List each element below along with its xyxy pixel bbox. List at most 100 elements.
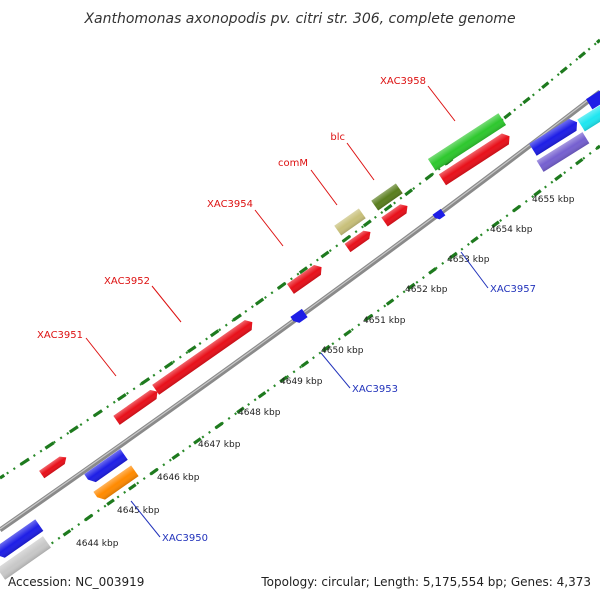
ruler-tick — [214, 421, 224, 430]
ruler-label-4653: 4653 kbp — [447, 255, 490, 265]
ruler-tick — [341, 234, 351, 243]
ruler-label-4651: 4651 kbp — [363, 316, 406, 326]
gene-block[interactable] — [39, 454, 69, 479]
ruler-tick — [362, 219, 372, 228]
gene-block[interactable] — [286, 262, 325, 294]
forward-gene-labels: XAC3951 XAC3952 XAC3954 comM blc XAC3958 — [37, 76, 426, 341]
ruler-tick — [383, 203, 393, 212]
ruler-tick — [559, 66, 568, 74]
ruler-tick — [595, 144, 600, 150]
ruler-tick — [232, 313, 242, 322]
genome-backbone-highlight — [0, 90, 600, 530]
ruler-label-4646: 4646 kbp — [157, 473, 200, 483]
reverse-genes — [0, 208, 446, 580]
gene-block[interactable] — [438, 131, 513, 186]
ruler-tick — [522, 96, 531, 105]
gene-block[interactable] — [577, 104, 600, 132]
ruler-tick — [62, 529, 72, 537]
gene-block[interactable] — [334, 208, 366, 236]
gene-block[interactable] — [432, 208, 446, 221]
ruler-tick — [254, 297, 265, 306]
gene-block[interactable] — [536, 132, 590, 172]
ruler-label-4654: 4654 kbp — [490, 225, 533, 235]
ruler-tick — [574, 157, 584, 166]
gene-block[interactable] — [371, 183, 403, 211]
gene-label[interactable]: XAC3953 — [352, 384, 398, 395]
gene-block[interactable] — [84, 449, 128, 485]
ruler-tick — [407, 282, 416, 291]
gene-block[interactable] — [152, 317, 256, 395]
ruler-tick — [320, 250, 330, 259]
ruler-tick — [554, 173, 563, 182]
gene-block[interactable] — [93, 465, 139, 502]
gene-block[interactable] — [529, 116, 581, 156]
ruler-tick — [364, 313, 374, 322]
genome-backbone — [0, 90, 600, 533]
gene-label[interactable]: XAC3952 — [104, 276, 150, 287]
ruler-tick — [193, 437, 202, 445]
ruler-tick — [149, 467, 159, 476]
gene-block[interactable] — [586, 90, 600, 110]
ruler-tick — [140, 377, 151, 386]
ruler-tick — [449, 251, 458, 260]
ruler-label-4650: 4650 kbp — [321, 346, 364, 356]
genome-summary-text: Topology: circular; Length: 5,175,554 bp… — [260, 575, 591, 589]
accession-text: Accession: NC_003919 — [8, 575, 144, 589]
ruler-tick — [385, 298, 395, 306]
gene-block[interactable] — [113, 387, 160, 425]
ruler-tick — [93, 409, 103, 418]
gene-label[interactable]: XAC3954 — [207, 199, 253, 210]
gene-label[interactable]: XAC3950 — [162, 533, 208, 544]
ruler-tick — [116, 393, 127, 402]
gene-label[interactable]: XAC3958 — [380, 76, 426, 87]
ruler-tick — [209, 329, 220, 338]
ruler-tick — [68, 425, 79, 434]
ruler-tick — [300, 360, 310, 368]
ruler-tick — [277, 281, 287, 290]
ruler-tick — [128, 483, 137, 491]
ruler-labels: 4644 kbp 4645 kbp 4646 kbp 4647 kbp 4648… — [76, 195, 575, 549]
reverse-gene-labels: XAC3950 XAC3953 XAC3957 — [162, 284, 536, 544]
inner-ruler-ticks — [44, 144, 600, 550]
gene-block[interactable] — [290, 308, 308, 325]
ruler-tick — [279, 375, 288, 384]
ruler-tick — [343, 329, 352, 337]
map-title: Xanthomonas axonopodis pv. citri str. 30… — [83, 11, 515, 27]
ruler-label-4652: 4652 kbp — [405, 285, 448, 295]
ruler-tick — [0, 473, 6, 480]
ruler-tick — [84, 513, 94, 522]
ruler-tick — [541, 81, 550, 89]
ruler-tick — [236, 406, 245, 414]
ruler-tick — [187, 345, 197, 354]
ruler-tick — [298, 266, 309, 275]
ruler-tick — [491, 220, 500, 228]
gene-label[interactable]: XAC3957 — [490, 284, 536, 295]
ruler-label-4645: 4645 kbp — [117, 506, 160, 516]
gene-block[interactable] — [0, 519, 44, 560]
gene-block[interactable] — [381, 201, 410, 227]
ruler-tick — [428, 267, 437, 275]
gene-block[interactable] — [344, 228, 374, 253]
gene-block[interactable] — [427, 113, 507, 171]
ruler-tick — [533, 189, 542, 197]
ruler-label-4644: 4644 kbp — [76, 539, 119, 549]
gene-block[interactable] — [0, 536, 51, 580]
gene-label[interactable]: comM — [278, 158, 308, 169]
ruler-label-4655: 4655 kbp — [532, 195, 575, 205]
gene-label[interactable]: blc — [330, 132, 345, 143]
ruler-tick — [44, 441, 55, 450]
label-leaders — [85, 85, 489, 538]
ruler-tick — [577, 51, 587, 59]
outer-ruler-line — [0, 39, 600, 479]
ruler-tick — [321, 344, 331, 353]
ruler-tick — [512, 204, 521, 213]
ruler-tick — [595, 38, 600, 44]
ruler-tick — [404, 188, 414, 197]
ruler-tick — [171, 452, 181, 460]
gene-label[interactable]: XAC3951 — [37, 330, 83, 341]
ruler-label-4647: 4647 kbp — [198, 440, 241, 450]
ruler-tick — [106, 498, 115, 506]
ruler-tick — [503, 111, 512, 120]
outer-ruler-ticks — [0, 38, 600, 480]
